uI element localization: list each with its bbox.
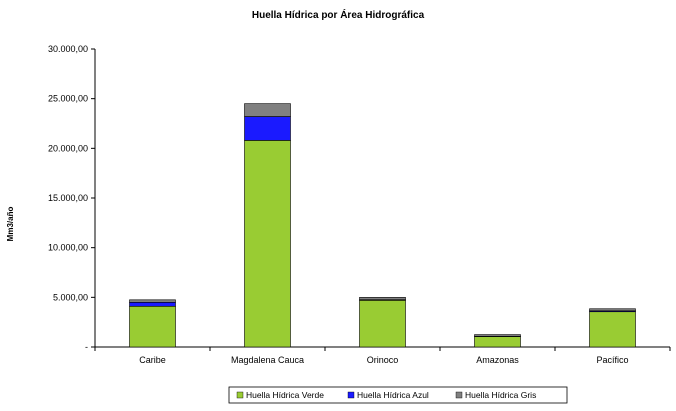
bar-segment: [590, 309, 636, 311]
x-tick-label: Orinoco: [367, 355, 399, 365]
y-axis-label: Mm3/año: [6, 207, 15, 242]
y-tick-label: 10.000,00: [48, 243, 88, 253]
bar-segment: [130, 306, 176, 347]
legend: Huella Hídrica Verde Huella Hídrica Azul H…: [229, 387, 567, 403]
y-tick-label: 30.000,00: [48, 44, 88, 54]
legend-swatch: [456, 392, 462, 398]
bar-segment: [475, 335, 521, 337]
y-tick-label: 20.000,00: [48, 143, 88, 153]
y-tick-label: 25.000,00: [48, 94, 88, 104]
bar-segment: [245, 117, 291, 141]
legend-swatch: [237, 392, 243, 398]
y-tick-label: 15.000,00: [48, 193, 88, 203]
x-tick-label: Pacífico: [596, 355, 628, 365]
bar-segment: [360, 297, 406, 299]
bars: [130, 104, 636, 347]
y-tick-label: -: [85, 342, 88, 352]
x-tick-labels: Caribe Magdalena Cauca Orinoco Amazonas Pací…: [139, 355, 628, 365]
x-tick-label: Magdalena Cauca: [231, 355, 304, 365]
bar-segment: [130, 300, 176, 302]
chart-title: Huella Hídrica por Área Hidrográfica: [252, 8, 425, 21]
legend-swatch: [348, 392, 354, 398]
x-tick-label: Caribe: [139, 355, 166, 365]
legend-label: Huella Hídrica Azul: [357, 390, 429, 400]
x-tick-label: Amazonas: [476, 355, 519, 365]
bar-segment: [590, 312, 636, 347]
bar-segment: [245, 104, 291, 117]
bar-segment: [475, 337, 521, 347]
y-tick-labels: - 5.000,00 10.000,00 15.000,00 20.000,00 25.0…: [48, 44, 88, 352]
legend-label: Huella Hídrica Verde: [246, 390, 324, 400]
bar-segment: [130, 302, 176, 306]
bar-segment: [360, 300, 406, 347]
legend-label: Huella Hídrica Gris: [465, 390, 536, 400]
y-tick-label: 5.000,00: [53, 292, 88, 302]
bar-segment: [245, 140, 291, 347]
